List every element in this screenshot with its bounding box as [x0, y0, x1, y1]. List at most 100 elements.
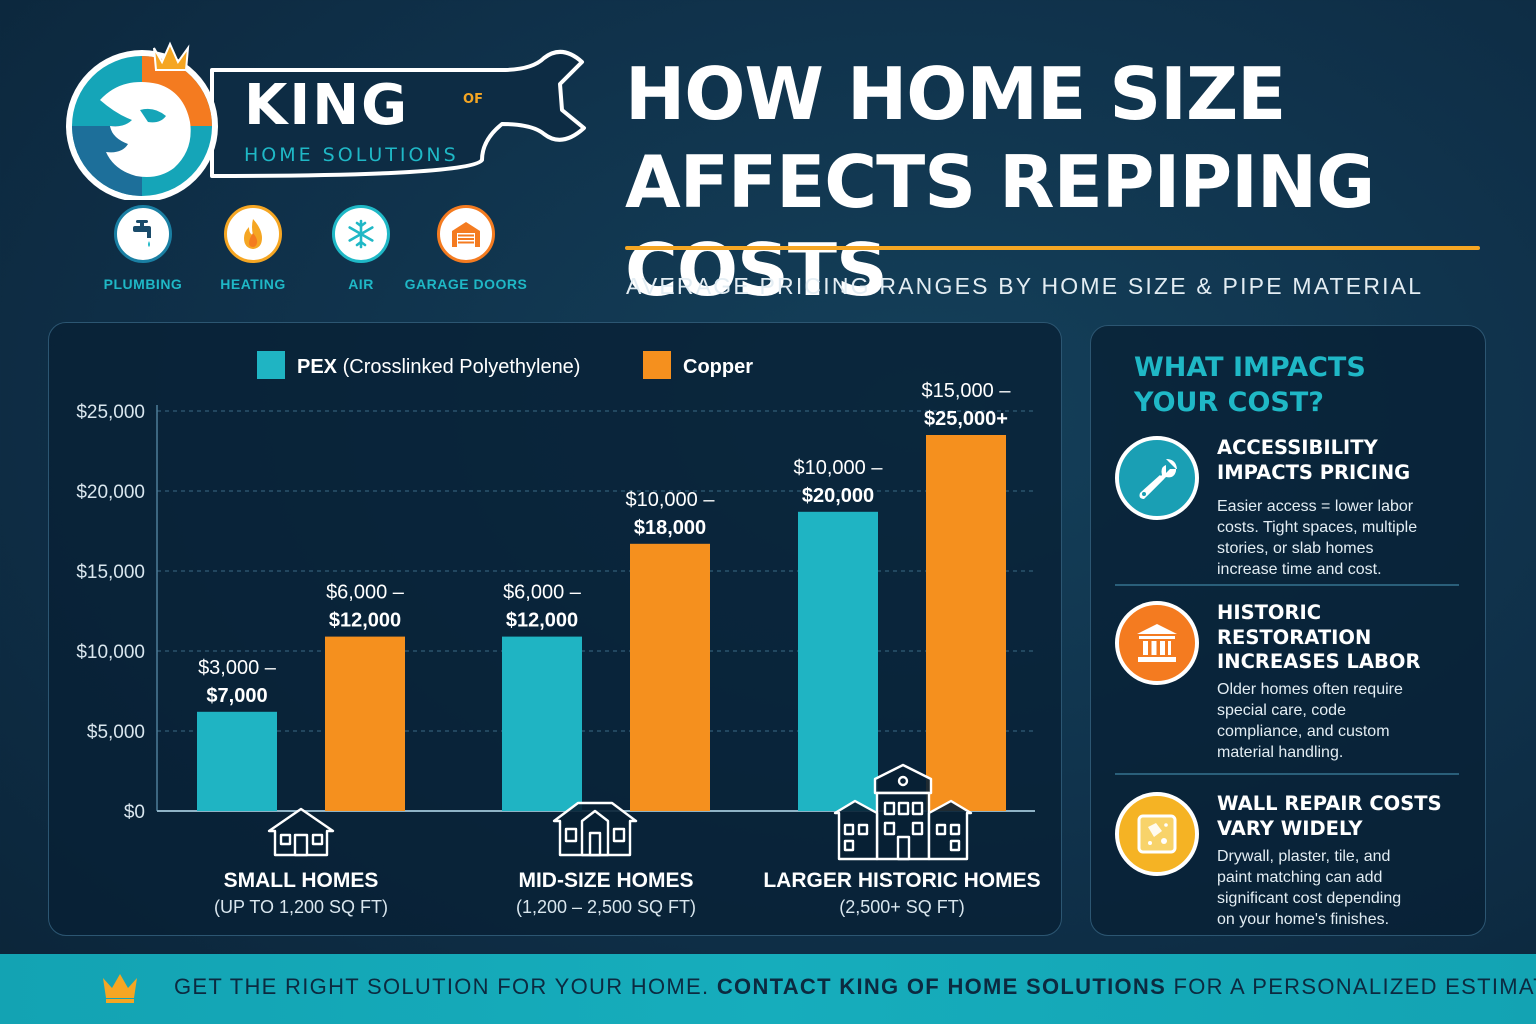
service-label: GARAGE DOORS — [404, 276, 528, 292]
page-title-line2: AFFECTS REPIPING COSTS — [625, 140, 1375, 312]
cost-factor-description-line: special care, code — [1217, 702, 1346, 719]
brand-of: OF — [463, 92, 483, 107]
garage-door-icon — [437, 205, 495, 263]
cost-factor-accessibility: ACCESSIBILITY IMPACTS PRICING Easier acc… — [1115, 436, 1465, 586]
cost-factor-description-line: material handling. — [1217, 744, 1344, 761]
cost-factor-description-line: increase time and cost. — [1217, 561, 1382, 578]
cost-factor-heading-line: HISTORIC — [1217, 601, 1322, 624]
chart-panel: $0 $5,000 $10,000 $15,000 $20,000 $25,000 PEX … — [48, 322, 1062, 936]
bar-pex — [502, 636, 582, 811]
small-house-icon — [267, 807, 335, 857]
cost-factor-heading-line: IMPACTS PRICING — [1217, 460, 1411, 484]
cost-factor-description-line: costs. Tight spaces, multiple — [1217, 519, 1418, 536]
cost-factor-description-line: compliance, and custom — [1217, 723, 1390, 740]
bar-label-high: $7,000 — [206, 685, 267, 707]
crown-icon — [103, 974, 137, 1003]
category-size-label: (2,500+ SQ FT) — [839, 897, 965, 917]
bar-copper — [630, 543, 710, 811]
cost-factors-title-line1: WHAT IMPACTS — [1134, 352, 1366, 383]
wall-patch-icon — [1115, 792, 1199, 876]
cost-factors-title-line2: YOUR COST? — [1134, 387, 1324, 418]
cost-factor-divider — [1115, 773, 1459, 775]
cost-factor-description-line: on your home's finishes. — [1217, 911, 1390, 928]
bar-label-high: $25,000+ — [924, 408, 1008, 430]
cost-bar-chart: $0 $5,000 $10,000 $15,000 $20,000 $25,000 PEX … — [76, 351, 1041, 917]
wrench-icon — [1115, 436, 1199, 520]
bar-label-low: $10,000 – — [626, 489, 716, 511]
service-label: PLUMBING — [103, 276, 183, 292]
faucet-icon — [114, 205, 172, 263]
bar-label-high: $12,000 — [506, 610, 578, 632]
category-label: SMALL HOMES — [224, 869, 379, 892]
cost-factor-heading-line: RESTORATION — [1217, 625, 1372, 649]
cost-factor-description-line: Older homes often require — [1217, 681, 1403, 698]
service-label: HEATING — [220, 276, 286, 292]
y-tick-label: $25,000 — [76, 402, 145, 423]
cost-factor-description-line: significant cost depending — [1217, 890, 1402, 907]
brand-tagline: HOME SOLUTIONS — [244, 144, 459, 166]
cost-factor-description-line: paint matching can add — [1217, 869, 1383, 886]
bar-label-high: $20,000 — [802, 485, 874, 507]
cost-factor-divider — [1115, 584, 1459, 586]
historic-house-icon — [833, 763, 973, 861]
cost-factors-panel: WHAT IMPACTS YOUR COST? ACCESSIBILITY IM… — [1090, 325, 1486, 936]
cost-factor-description-line: Easier access = lower labor — [1217, 498, 1414, 515]
legend-swatch-copper — [643, 351, 671, 379]
cost-factor-description: Easier access = lower labor costs. Tight… — [1217, 496, 1453, 580]
category-label: LARGER HISTORIC HOMES — [763, 869, 1040, 892]
legend-label-copper: Copper — [683, 356, 753, 378]
cost-factor-description-line: stories, or slab homes — [1217, 540, 1374, 557]
bar-pex — [197, 711, 277, 811]
cost-factor-description-line: Drywall, plaster, tile, and — [1217, 848, 1391, 865]
service-air: AIR — [296, 205, 426, 292]
cost-factor-heading: WALL REPAIR COSTS VARY WIDELY — [1217, 792, 1467, 841]
cost-factors-title: WHAT IMPACTS YOUR COST? — [1134, 350, 1366, 420]
footer-text-bold: CONTACT KING OF HOME SOLUTIONS — [716, 974, 1167, 999]
cost-factor-wall-repair: WALL REPAIR COSTS VARY WIDELY Drywall, p… — [1115, 792, 1465, 932]
cost-factor-description: Drywall, plaster, tile, and paint matchi… — [1217, 846, 1453, 930]
footer-banner: GET THE RIGHT SOLUTION FOR YOUR HOME. CO… — [0, 954, 1536, 1024]
category-size-label: (UP TO 1,200 SQ FT) — [214, 897, 388, 917]
cost-factor-heading-line: INCREASES LABOR — [1217, 650, 1421, 673]
bar-label-low: $3,000 – — [198, 657, 277, 679]
footer-text-part1: GET THE RIGHT SOLUTION FOR YOUR HOME. — [174, 974, 710, 999]
cost-factor-historic: HISTORIC RESTORATION INCREASES LABOR Old… — [1115, 601, 1465, 771]
mid-house-icon — [552, 801, 638, 857]
bar-label-high: $18,000 — [634, 517, 706, 539]
service-label: AIR — [348, 276, 374, 292]
service-heating: HEATING — [188, 205, 318, 292]
y-tick-label: $10,000 — [76, 642, 145, 663]
y-tick-label: $5,000 — [87, 722, 145, 743]
wrench-logo-icon — [66, 41, 586, 200]
bar-label-low: $15,000 – — [922, 380, 1012, 402]
service-plumbing: PLUMBING — [78, 205, 208, 292]
legend-swatch-pex — [257, 351, 285, 379]
y-tick-label: $15,000 — [76, 562, 145, 583]
cost-factor-heading-line: WALL REPAIR COSTS — [1217, 792, 1442, 815]
y-tick-label: $20,000 — [76, 482, 145, 503]
flame-icon — [224, 205, 282, 263]
bar-label-low: $10,000 – — [794, 457, 884, 479]
service-list: PLUMBING HEATING AIR GARAGE DOORS — [96, 205, 536, 295]
title-underline — [625, 246, 1480, 250]
y-tick-label: $0 — [124, 802, 145, 823]
legend-label-pex: PEX (Crosslinked Polyethylene) — [297, 356, 580, 378]
cost-factor-heading-line: ACCESSIBILITY — [1217, 436, 1378, 459]
bar-label-high: $12,000 — [329, 610, 401, 632]
bar-copper — [926, 435, 1006, 811]
category-label: MID-SIZE HOMES — [518, 869, 693, 892]
footer-call-to-action: GET THE RIGHT SOLUTION FOR YOUR HOME. CO… — [174, 974, 1536, 1000]
cost-factor-heading: ACCESSIBILITY IMPACTS PRICING — [1217, 436, 1457, 485]
category-size-label: (1,200 – 2,500 SQ FT) — [516, 897, 696, 917]
bar-label-low: $6,000 – — [503, 582, 582, 604]
page-subtitle: AVERAGE PRICING RANGES BY HOME SIZE & PI… — [626, 273, 1424, 299]
bar-pex — [798, 511, 878, 811]
cost-factor-heading: HISTORIC RESTORATION INCREASES LABOR — [1217, 601, 1457, 675]
service-garage-doors: GARAGE DOORS — [401, 205, 531, 292]
page-title-line1: HOW HOME SIZE — [625, 52, 1286, 136]
brand-logo: KING OF HOME SOLUTIONS — [62, 40, 592, 200]
cost-factor-heading-line: VARY WIDELY — [1217, 816, 1363, 840]
building-columns-icon — [1115, 601, 1199, 685]
footer-text-part2: FOR A PERSONALIZED ESTIMATE. — [1173, 974, 1536, 999]
page-title: HOW HOME SIZE AFFECTS REPIPING COSTS — [625, 50, 1505, 314]
